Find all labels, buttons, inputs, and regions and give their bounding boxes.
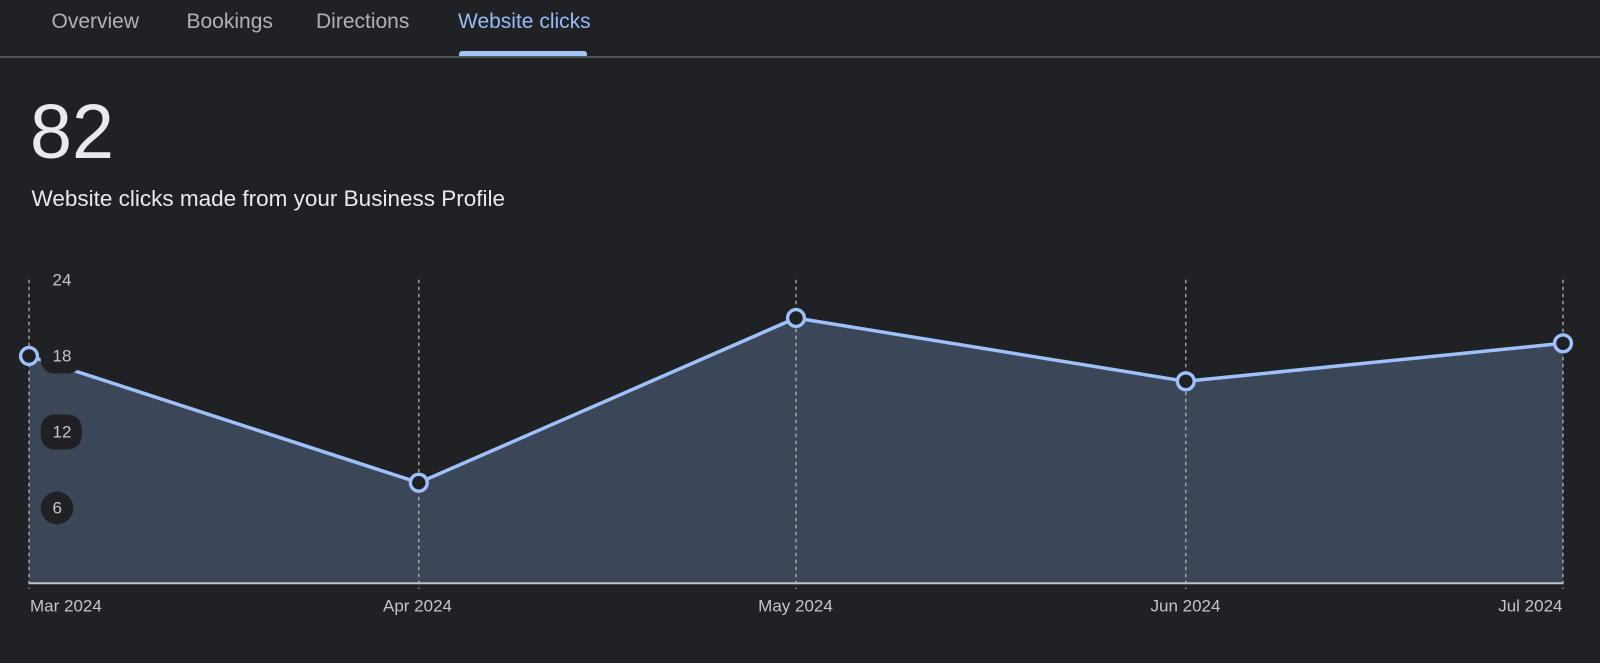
svg-text:12: 12 [53, 422, 72, 441]
svg-text:6: 6 [53, 498, 62, 517]
svg-text:24: 24 [53, 270, 72, 289]
svg-text:Mar 2024: Mar 2024 [30, 597, 102, 616]
svg-text:Jul 2024: Jul 2024 [1498, 597, 1562, 616]
svg-text:May 2024: May 2024 [758, 597, 833, 616]
svg-text:Apr 2024: Apr 2024 [383, 597, 452, 616]
svg-text:18: 18 [53, 346, 72, 365]
svg-text:Jun 2024: Jun 2024 [1151, 597, 1221, 616]
